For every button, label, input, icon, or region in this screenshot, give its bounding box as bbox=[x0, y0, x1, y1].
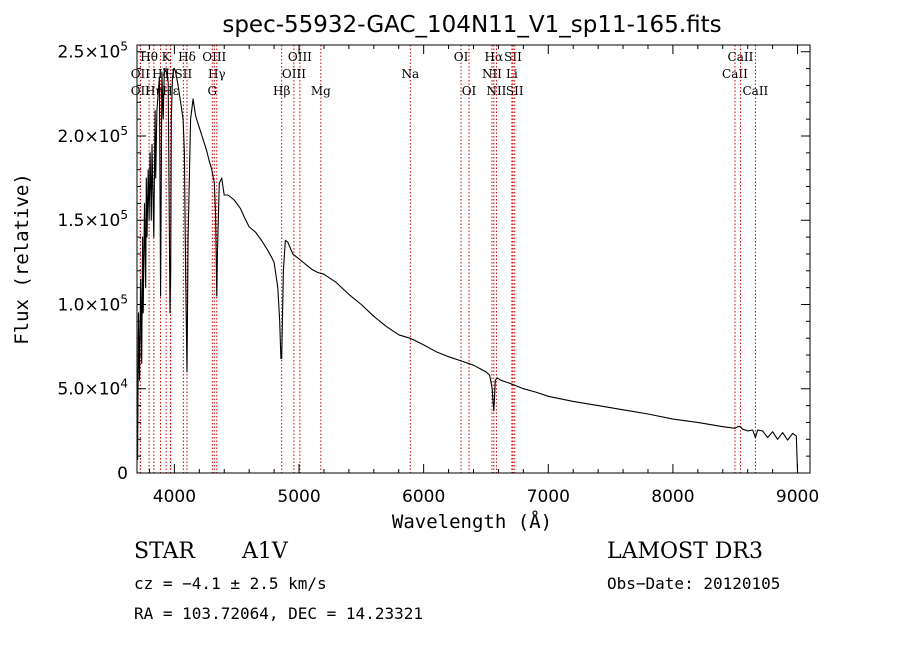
chart-title: spec-55932-GAC_104N11_V1_sp11-165.fits bbox=[222, 12, 721, 38]
line-label: SII bbox=[504, 50, 522, 64]
line-label: OIII bbox=[288, 50, 312, 64]
y-tick-label: 1.5×105 bbox=[57, 208, 128, 231]
y-tick-mantissa: 2.5×10 bbox=[57, 43, 120, 63]
object-class: STAR bbox=[134, 539, 195, 564]
x-tick-label: 4000 bbox=[153, 487, 196, 507]
y-tick-mantissa: 1.5×10 bbox=[57, 211, 120, 231]
line-label: SII bbox=[506, 84, 524, 98]
sky-coordinates: RA = 103.72064, DEC = 14.23321 bbox=[134, 604, 423, 623]
line-label: Hε bbox=[162, 84, 179, 98]
y-tick-mantissa: 5.0×10 bbox=[57, 380, 120, 400]
line-label: Hγ bbox=[208, 67, 226, 81]
line-label: OI bbox=[454, 50, 469, 64]
line-label: K bbox=[162, 50, 172, 64]
line-label: Hβ bbox=[273, 84, 290, 98]
line-label: Hα bbox=[485, 50, 504, 64]
spectrum-series bbox=[136, 68, 799, 472]
y-tick-label: 5.0×104 bbox=[57, 377, 128, 400]
line-label: Na bbox=[401, 67, 419, 81]
observation-date: Obs−Date: 20120105 bbox=[607, 574, 781, 593]
y-tick-label: 1.0×105 bbox=[57, 292, 128, 315]
survey-name: LAMOST DR3 bbox=[607, 539, 763, 564]
y-axis-label: Flux (relative) bbox=[11, 173, 33, 345]
spectrum-line bbox=[136, 68, 799, 472]
line-label: SII bbox=[175, 67, 193, 81]
y-tick-label: 0 bbox=[117, 464, 128, 484]
x-tick-label: 6000 bbox=[402, 487, 445, 507]
line-label: G bbox=[207, 84, 217, 98]
line-label: NII bbox=[482, 67, 502, 81]
y-tick-mantissa: 2.0×10 bbox=[57, 127, 120, 147]
line-label: CaII bbox=[722, 67, 748, 81]
y-tick-exponent: 5 bbox=[120, 40, 128, 54]
object-subclass: A1V bbox=[242, 539, 288, 564]
line-label: OI bbox=[462, 84, 477, 98]
y-tick-exponent: 5 bbox=[120, 124, 128, 138]
y-tick-mantissa: 1.0×10 bbox=[57, 295, 120, 315]
x-axis-label: Wavelength (Å) bbox=[392, 510, 552, 533]
axes: 4000 5000 6000 7000 8000 900005.0×1041.0×1051… bbox=[57, 40, 819, 507]
x-tick-label: 8000 bbox=[651, 487, 694, 507]
y-tick-mantissa: 0 bbox=[117, 464, 128, 484]
line-label: Li bbox=[506, 67, 518, 81]
line-label: OIII bbox=[282, 67, 306, 81]
y-tick-label: 2.5×105 bbox=[57, 40, 128, 63]
x-tick-label: 5000 bbox=[277, 487, 320, 507]
plot-frame bbox=[136, 44, 811, 474]
line-label: OII bbox=[131, 84, 151, 98]
y-tick-exponent: 5 bbox=[120, 292, 128, 306]
line-label: CaII bbox=[728, 50, 754, 64]
line-label: Hδ bbox=[178, 50, 196, 64]
emission-line-markers: HθOIIOIIHηHζKHHεSIIHδOIIIHγGHβOIIIOIIIMg… bbox=[131, 45, 769, 473]
y-tick-exponent: 5 bbox=[120, 208, 128, 222]
y-tick-label: 2.0×105 bbox=[57, 124, 128, 147]
line-label: OIII bbox=[202, 50, 226, 64]
line-label: Mg bbox=[311, 84, 331, 98]
redshift-value: cz = −4.1 ± 2.5 km/s bbox=[134, 574, 327, 593]
x-tick-label: 7000 bbox=[527, 487, 570, 507]
y-tick-exponent: 4 bbox=[120, 377, 128, 391]
x-tick-label: 9000 bbox=[776, 487, 819, 507]
line-label: NII bbox=[486, 84, 506, 98]
line-label: CaII bbox=[742, 84, 768, 98]
